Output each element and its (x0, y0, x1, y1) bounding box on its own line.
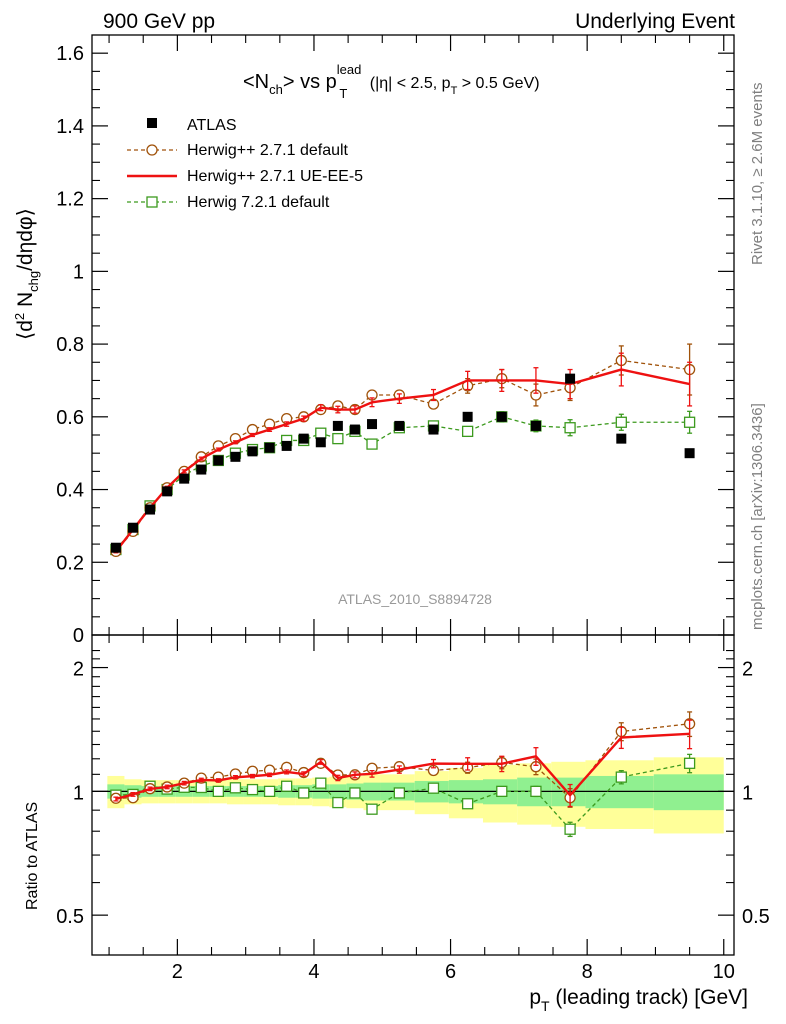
atlas-point (530, 420, 541, 431)
ratio-herwig72-point (263, 785, 276, 798)
rivet-version-label: Rivet 3.1.10, ≥ 2.6M events (749, 83, 766, 266)
ratio-herwig72-point (393, 787, 405, 799)
ratio-herwig72-line (115, 762, 690, 831)
ratio-herwig72-point (366, 803, 378, 815)
ratio-y-tick-label-left: 2 (73, 659, 84, 681)
top-y-tick-label: 1.6 (56, 43, 84, 65)
atlas-point (496, 411, 507, 422)
herwig72-point (615, 416, 627, 428)
ratio-herwig72-point (530, 785, 542, 798)
ratio-y-tick-label-right: 1 (742, 782, 753, 804)
atlas-point (332, 420, 343, 431)
ratio-y-tick-label-right: 2 (742, 659, 753, 681)
ratio-herwig72-point (229, 782, 242, 794)
atlas-point (230, 451, 241, 462)
ratio-herwig72-point (564, 823, 576, 835)
atlas-point (110, 542, 121, 553)
herwig72-line (115, 416, 690, 550)
herwig72-point (366, 438, 378, 450)
ratio-herwig72-point (246, 783, 259, 796)
ratio-herwig72-point (298, 787, 310, 799)
top-y-tick-label: 0.2 (56, 552, 84, 574)
ratio-herwig72-point (195, 781, 207, 794)
ratio-herwig72-point (496, 785, 508, 798)
ratio-herwig72-point (683, 757, 696, 769)
top-y-tick-label: 1 (73, 261, 84, 283)
legend-herwig72-marker (146, 196, 158, 208)
atlas-point (684, 448, 695, 459)
x-axis-label: pT (leading track) [GeV] (529, 986, 748, 1014)
top-y-tick-label: 0.4 (56, 480, 84, 502)
ratio-y-tick-label-right: 0.5 (742, 906, 770, 928)
herwig72-point (315, 427, 327, 439)
atlas-point (394, 420, 405, 431)
ratio-herwig72-point (280, 780, 293, 792)
ratio-herwig-ueee5-line (115, 732, 690, 801)
legend-herwig-default-marker (146, 144, 158, 156)
atlas-point (145, 504, 156, 515)
top-y-tick-label: 0.8 (56, 334, 84, 356)
ratio-herwig72-point (615, 771, 627, 783)
top-y-axis-label: ⟨d2 Nchg/dηdφ⟩ (12, 208, 41, 340)
atlas-point (315, 437, 326, 448)
legend-herwig-default-label: Herwig++ 2.7.1 default (187, 142, 349, 159)
atlas-point (367, 419, 378, 430)
ratio-y-tick-label-left: 0.5 (56, 906, 84, 928)
atlas-point (462, 411, 473, 422)
top-y-tick-label: 0 (73, 625, 84, 647)
ratio-y-tick-label-left: 1 (73, 782, 84, 804)
legend-herwig72-label: Herwig 7.2.1 default (187, 194, 330, 211)
atlas-point (196, 464, 207, 475)
atlas-point (247, 446, 258, 457)
ratio-y-axis-label: Ratio to ATLAS (24, 802, 41, 910)
legend-atlas-label: ATLAS (187, 117, 237, 134)
x-tick-label: 4 (308, 961, 319, 983)
atlas-point (179, 473, 190, 484)
ratio-herwig72-point (212, 785, 225, 798)
ratio-band-inner (653, 774, 724, 811)
atlas-point (298, 433, 309, 444)
herwig72-point (564, 422, 576, 434)
atlas-point (565, 373, 576, 384)
top-y-tick-label: 1.4 (56, 116, 84, 138)
ratio-herwig72-point (332, 796, 344, 809)
x-tick-label: 2 (172, 961, 183, 983)
top-y-tick-label: 0.6 (56, 407, 84, 429)
atlas-point (428, 424, 439, 435)
x-tick-label: 6 (445, 961, 456, 983)
atlas-point (264, 442, 275, 453)
herwig72-point (683, 416, 696, 428)
ratio-herwig72-point (427, 782, 440, 794)
atlas-point (281, 440, 292, 451)
atlas-point (213, 455, 224, 466)
mcplots-reference-label: mcplots.cern.ch [arXiv:1306.3436] (749, 403, 766, 630)
herwig72-point (332, 432, 344, 445)
x-tick-label: 8 (582, 961, 593, 983)
atlas-point (127, 522, 138, 533)
top-panel-title: <Nch> vs plead T (|η| < 2.5, pT > 0.5 GeV… (243, 62, 540, 101)
top-y-tick-label: 1.2 (56, 189, 84, 211)
x-tick-label: 10 (713, 961, 735, 983)
atlas-point (162, 486, 173, 497)
herwig72-point (461, 425, 474, 438)
top-panel-marks (110, 343, 696, 558)
header-left: 900 GeV pp (103, 10, 215, 33)
atlas-point (616, 433, 627, 444)
atlas-point (349, 424, 360, 435)
legend-atlas-marker (147, 118, 157, 128)
header-right: Underlying Event (575, 10, 735, 33)
ratio-panel-frame (91, 634, 735, 956)
legend: ATLAS Herwig++ 2.7.1 default Herwig++ 2.… (127, 117, 363, 211)
ratio-panel-marks (110, 711, 696, 838)
analysis-id-label: ATLAS_2010_S8894728 (338, 591, 492, 607)
ratio-herwig72-point (461, 798, 474, 810)
legend-herwig-ueee5-label: Herwig++ 2.7.1 UE-EE-5 (187, 168, 363, 185)
ratio-herwig72-point (315, 777, 327, 789)
axes: 0 0.2 0.4 0.6 0.8 1 1.2 1.4 1.6 0.5 0.5 1 1 2 2 2 4 6 8 10 (56, 35, 770, 983)
ratio-herwig72-point (349, 787, 361, 799)
